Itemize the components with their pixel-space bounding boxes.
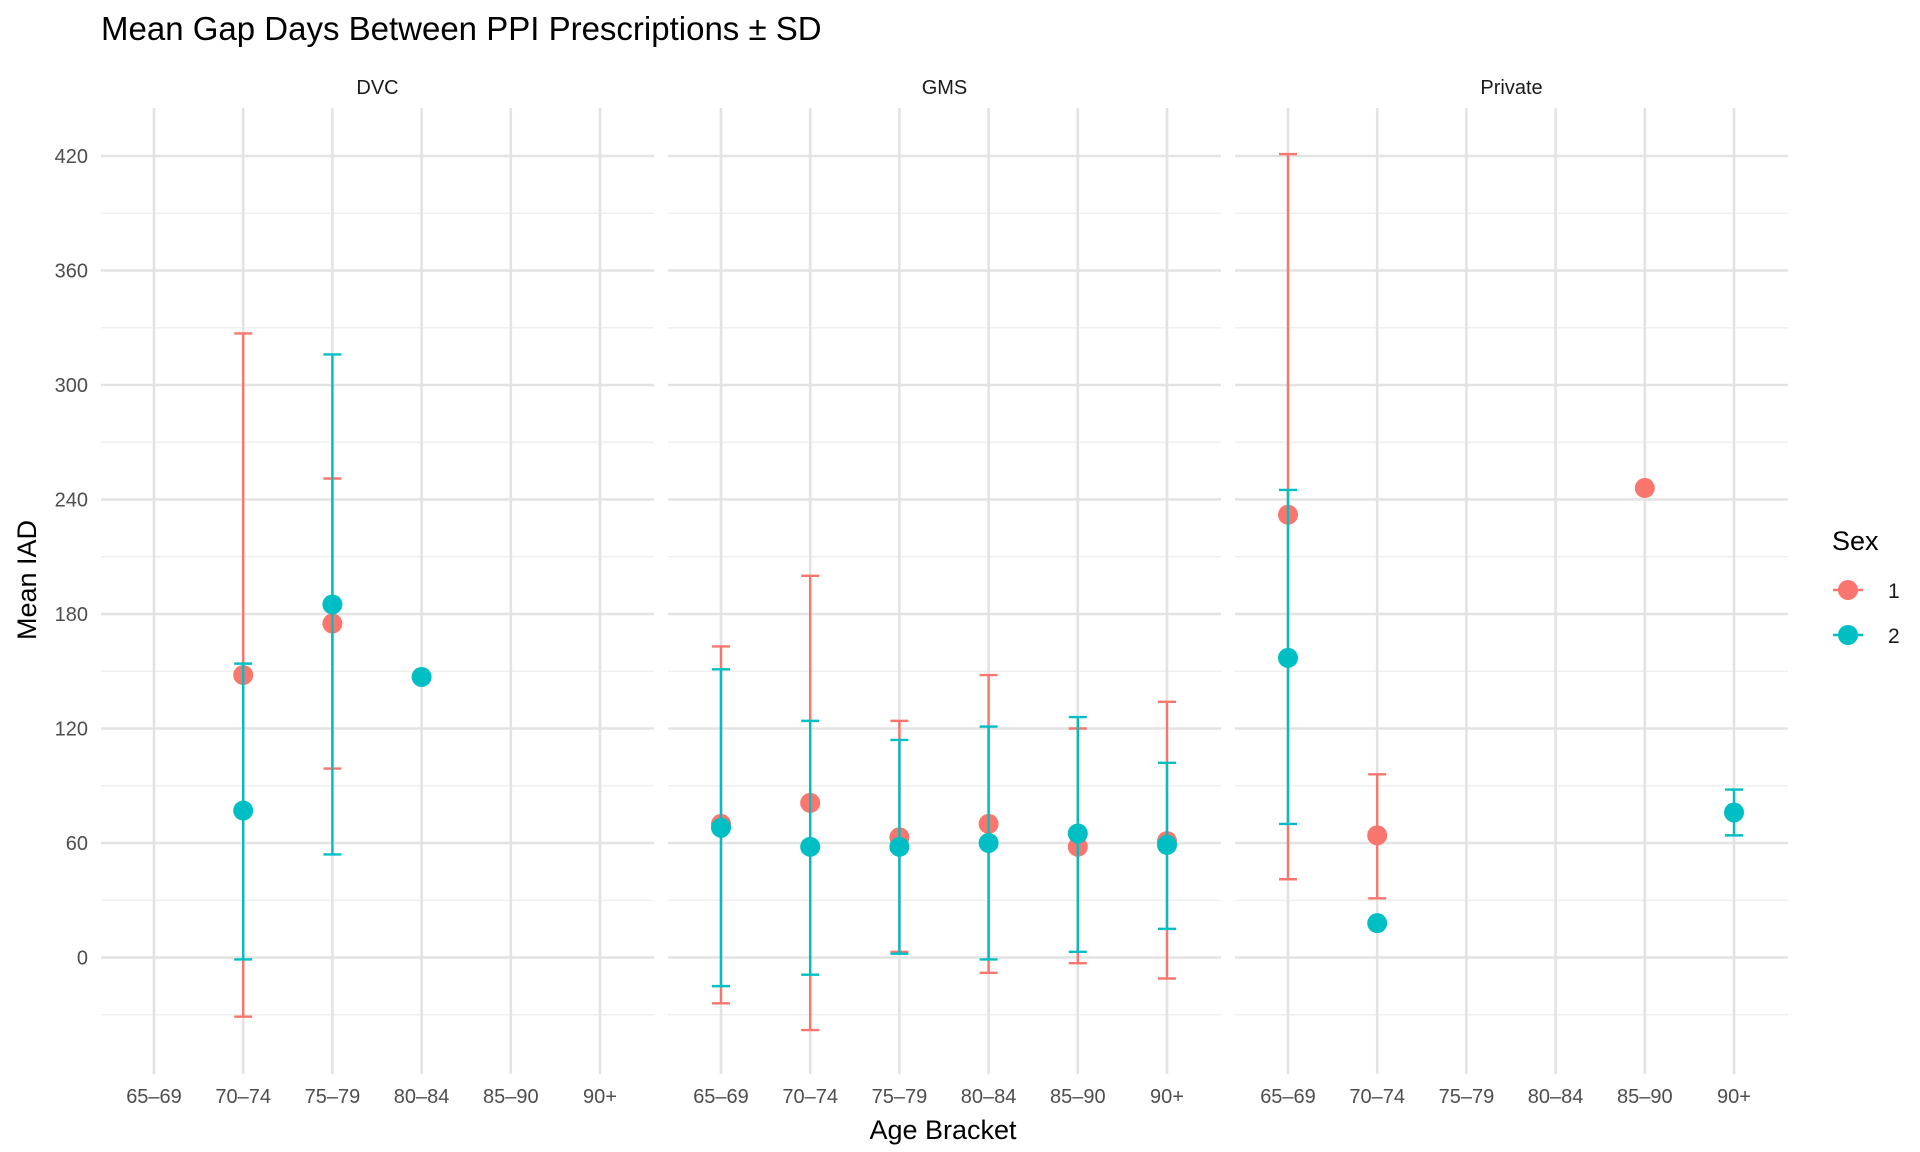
y-tick-label: 240 bbox=[55, 490, 88, 512]
panel-dvc: DVC 65–69 70–74 75–79 80–84 85–90 90+ bbox=[101, 77, 654, 1108]
data-point bbox=[233, 800, 254, 821]
data-point bbox=[1367, 913, 1388, 934]
x-tick-label: 85–90 bbox=[1050, 1086, 1106, 1108]
panel-gms: GMS 65–69 70–74 75–79 80–84 85–90 90+ bbox=[668, 77, 1221, 1108]
x-tick-label: 90+ bbox=[1717, 1086, 1751, 1108]
y-axis: 0 60 120 180 240 300 360 420 bbox=[55, 146, 88, 970]
x-tick-label: 80–84 bbox=[1528, 1086, 1584, 1108]
x-tick-label: 85–90 bbox=[483, 1086, 539, 1108]
legend-label: 2 bbox=[1888, 625, 1900, 648]
x-tick-label: 90+ bbox=[583, 1086, 617, 1108]
x-tick-label: 80–84 bbox=[961, 1086, 1017, 1108]
x-tick-label: 70–74 bbox=[1349, 1086, 1405, 1108]
panel-strip-label: DVC bbox=[356, 77, 398, 99]
x-tick-label: 90+ bbox=[1150, 1086, 1184, 1108]
legend: Sex 12 bbox=[1832, 526, 1900, 648]
x-tick-label: 65–69 bbox=[126, 1086, 182, 1108]
y-tick-label: 0 bbox=[77, 948, 88, 970]
x-tick-label: 85–90 bbox=[1617, 1086, 1673, 1108]
y-tick-label: 60 bbox=[66, 833, 88, 855]
series-2 bbox=[1278, 488, 1744, 934]
y-tick-label: 180 bbox=[55, 604, 88, 626]
legend-item-1: 1 bbox=[1833, 580, 1900, 603]
data-point bbox=[889, 836, 910, 857]
data-point bbox=[978, 833, 999, 853]
series-1 bbox=[711, 574, 1177, 1032]
data-point bbox=[1634, 478, 1655, 499]
data-point bbox=[800, 836, 821, 857]
y-tick-label: 360 bbox=[55, 261, 88, 283]
panel-strip-label: GMS bbox=[922, 77, 968, 99]
x-tick-label: 65–69 bbox=[1260, 1086, 1316, 1108]
chart-title: Mean Gap Days Between PPI Prescriptions … bbox=[101, 10, 822, 47]
data-point bbox=[1278, 647, 1298, 668]
x-tick-label: 75–79 bbox=[1439, 1086, 1495, 1108]
x-tick-label: 70–74 bbox=[215, 1086, 271, 1108]
panels-layer: DVC 65–69 70–74 75–79 80–84 85–90 90+ GMS 65–69 7… bbox=[55, 77, 1788, 1108]
x-axis-label: Age Bracket bbox=[869, 1115, 1017, 1145]
series-1 bbox=[233, 332, 343, 1018]
y-tick-label: 420 bbox=[55, 146, 88, 168]
data-point bbox=[322, 594, 343, 615]
data-point bbox=[1724, 802, 1744, 823]
legend-items: 12 bbox=[1833, 580, 1900, 648]
panel-strip-label: Private bbox=[1480, 77, 1542, 99]
x-tick-label: 75–79 bbox=[305, 1086, 361, 1108]
legend-title: Sex bbox=[1832, 526, 1879, 556]
x-tick-label: 65–69 bbox=[693, 1086, 749, 1108]
legend-item-2: 2 bbox=[1833, 625, 1900, 648]
y-tick-label: 120 bbox=[55, 719, 88, 741]
data-point bbox=[1367, 825, 1388, 846]
data-point bbox=[711, 817, 731, 838]
y-axis-label: Mean IAD bbox=[12, 520, 42, 640]
y-tick-label: 300 bbox=[55, 375, 88, 397]
data-point bbox=[411, 666, 432, 687]
data-point bbox=[1067, 823, 1088, 844]
series-2 bbox=[711, 668, 1177, 988]
series-2 bbox=[233, 353, 432, 961]
legend-label: 1 bbox=[1888, 580, 1900, 603]
x-tick-label: 70–74 bbox=[782, 1086, 838, 1108]
x-tick-label: 80–84 bbox=[394, 1086, 450, 1108]
data-point bbox=[1157, 834, 1177, 855]
panel-private: Private 65–69 70–74 75–79 80–84 85–90 90+ bbox=[1235, 77, 1788, 1108]
x-tick-label: 75–79 bbox=[872, 1086, 928, 1108]
legend-key-point bbox=[1838, 580, 1858, 600]
legend-key-point bbox=[1838, 625, 1858, 645]
